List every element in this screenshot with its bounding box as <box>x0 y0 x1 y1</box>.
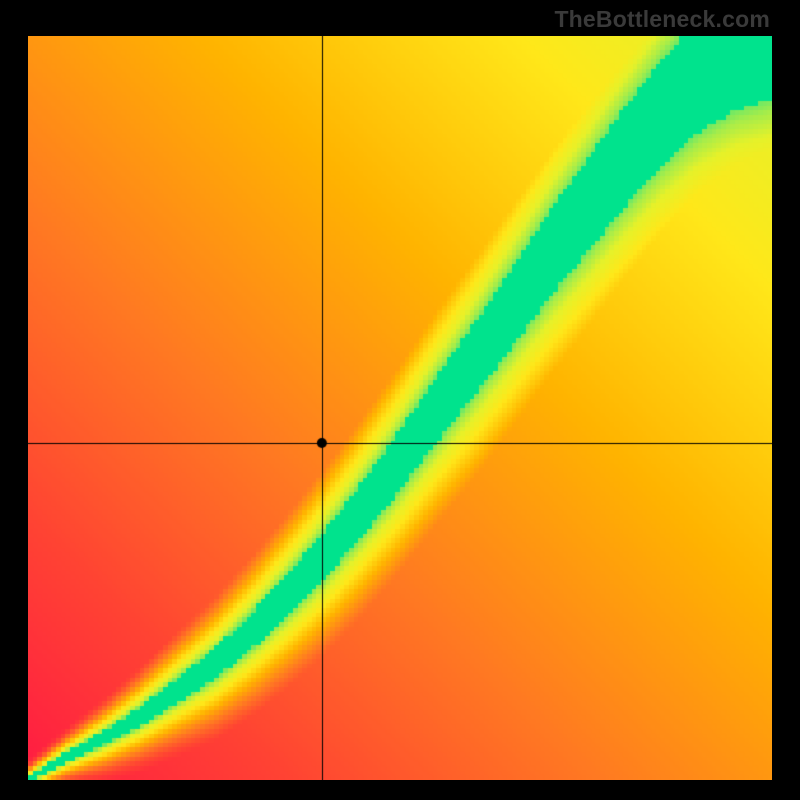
chart-container: TheBottleneck.com <box>0 0 800 800</box>
heatmap-canvas <box>28 36 772 780</box>
watermark-text: TheBottleneck.com <box>554 6 770 33</box>
